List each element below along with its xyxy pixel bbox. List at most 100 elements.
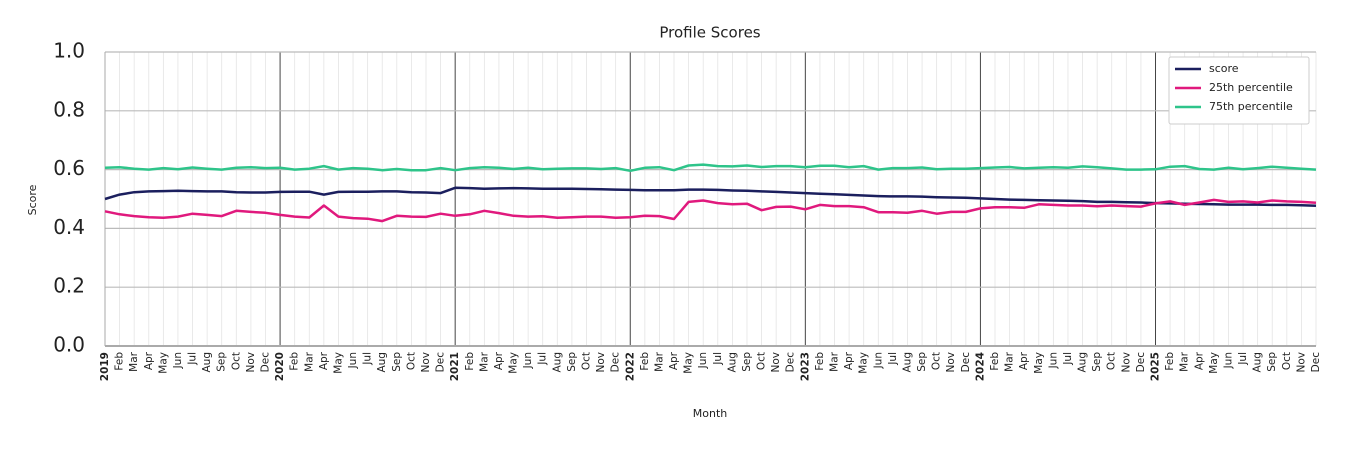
series-line	[104, 186, 1317, 208]
x-tick-label: Sep	[216, 352, 228, 372]
x-tick-label: Feb	[1164, 352, 1176, 371]
x-tick-label: Aug	[376, 352, 388, 373]
x-tick-label: Jul	[1062, 352, 1074, 366]
x-tick-label: Nov	[1120, 352, 1132, 373]
x-tick-label: Jul	[887, 352, 899, 366]
x-tick-label: Jun	[1222, 352, 1234, 369]
x-tick-label: May	[1033, 352, 1045, 374]
x-tick-label: Sep	[916, 352, 928, 372]
x-tick-label: Oct	[931, 352, 943, 370]
y-tick-label: 1.0	[53, 39, 85, 63]
x-tick-label: May	[858, 352, 870, 374]
x-tick-label: Jun	[522, 352, 534, 369]
x-tick-label: Apr	[143, 351, 155, 370]
x-tick-label: Apr	[668, 351, 680, 370]
x-tick-label: Jul	[362, 352, 374, 366]
x-tick-label: Sep	[391, 352, 403, 372]
x-tick-label: Sep	[1091, 352, 1103, 372]
x-tick-label: Nov	[1295, 352, 1307, 373]
x-tick-label: Apr	[843, 351, 855, 370]
x-tick-label: Dec	[1310, 352, 1322, 373]
x-tick-label: Apr	[1018, 351, 1030, 370]
x-tick-label: Oct	[1281, 352, 1293, 370]
x-tick-label: Sep	[741, 352, 753, 372]
x-tick-label: Mar	[128, 351, 140, 371]
x-tick-label: Oct	[405, 352, 417, 370]
x-tick-label: Jun	[1047, 352, 1059, 369]
x-tick-label: May	[157, 352, 169, 374]
x-tick-label: 2019	[99, 352, 111, 381]
y-tick-label: 0.8	[53, 97, 85, 121]
x-tick-label: Aug	[901, 352, 913, 373]
x-tick-label: Mar	[653, 351, 665, 371]
x-tick-label: Jun	[697, 352, 709, 369]
x-tick-label: Oct	[580, 352, 592, 370]
x-tick-label: Dec	[259, 352, 271, 373]
x-tick-label: Dec	[1135, 352, 1147, 373]
x-tick-label: Feb	[464, 352, 476, 371]
x-tick-label: May	[683, 352, 695, 374]
x-tick-label: Sep	[566, 352, 578, 372]
x-tick-label: Dec	[435, 352, 447, 373]
x-tick-label: Jun	[172, 352, 184, 369]
x-tick-label: Aug	[1252, 352, 1264, 373]
x-tick-label: 2025	[1150, 352, 1162, 381]
legend-box	[1168, 56, 1310, 125]
x-tick-label: May	[1208, 352, 1220, 374]
x-tick-label: Mar	[478, 351, 490, 371]
x-tick-label: May	[332, 352, 344, 374]
x-tick-label: Jun	[872, 352, 884, 369]
y-tick-label: 0.2	[53, 274, 85, 298]
x-tick-label: Apr	[1193, 351, 1205, 370]
x-tick-label: Dec	[785, 352, 797, 373]
x-tick-label: Sep	[1266, 352, 1278, 372]
x-tick-label: Jul	[712, 352, 724, 366]
x-tick-label: Oct	[230, 352, 242, 370]
x-tick-label: Jun	[347, 352, 359, 369]
x-tick-label: Dec	[610, 352, 622, 373]
legend-label: 75th percentile	[1209, 100, 1293, 113]
x-tick-label: Nov	[945, 352, 957, 373]
x-tick-label: Oct	[756, 352, 768, 370]
legend-label: score	[1209, 62, 1239, 75]
x-tick-label: Nov	[245, 352, 257, 373]
x-tick-label: 2022	[624, 352, 636, 381]
x-tick-label: Apr	[318, 351, 330, 370]
x-tick-label: May	[508, 352, 520, 374]
y-axis-label: Score	[26, 184, 39, 215]
x-tick-label: 2021	[449, 352, 461, 381]
series-line	[104, 163, 1317, 173]
x-tick-label: Mar	[303, 351, 315, 371]
chart-title: Profile Scores	[659, 24, 760, 42]
x-tick-label: Feb	[114, 352, 126, 371]
y-tick-label: 0.4	[53, 215, 85, 239]
x-tick-label: Aug	[726, 352, 738, 373]
x-tick-label: Feb	[289, 352, 301, 371]
x-tick-label: Mar	[1179, 351, 1191, 371]
x-tick-label: 2020	[274, 352, 286, 381]
x-tick-label: Feb	[989, 352, 1001, 371]
series-line	[104, 198, 1317, 223]
x-tick-label: Nov	[420, 352, 432, 373]
x-tick-label: Oct	[1106, 352, 1118, 370]
legend-label: 25th percentile	[1209, 81, 1293, 94]
x-tick-label: Nov	[595, 352, 607, 373]
x-tick-label: Dec	[960, 352, 972, 373]
x-tick-label: Mar	[829, 351, 841, 371]
x-axis-label: Month	[693, 407, 728, 420]
x-tick-label: 2024	[974, 352, 986, 381]
x-tick-label: Feb	[814, 352, 826, 371]
y-tick-label: 0.6	[53, 156, 85, 180]
x-tick-label: Apr	[493, 351, 505, 370]
x-tick-label: Jul	[537, 352, 549, 366]
y-tick-label: 0.0	[53, 333, 85, 357]
x-tick-label: Aug	[201, 352, 213, 373]
x-tick-label: Mar	[1004, 351, 1016, 371]
x-tick-label: Jul	[1237, 352, 1249, 366]
x-tick-label: Nov	[770, 352, 782, 373]
x-tick-label: Jul	[187, 352, 199, 366]
x-tick-label: Feb	[639, 352, 651, 371]
x-tick-label: Aug	[551, 352, 563, 373]
x-tick-label: Aug	[1077, 352, 1089, 373]
